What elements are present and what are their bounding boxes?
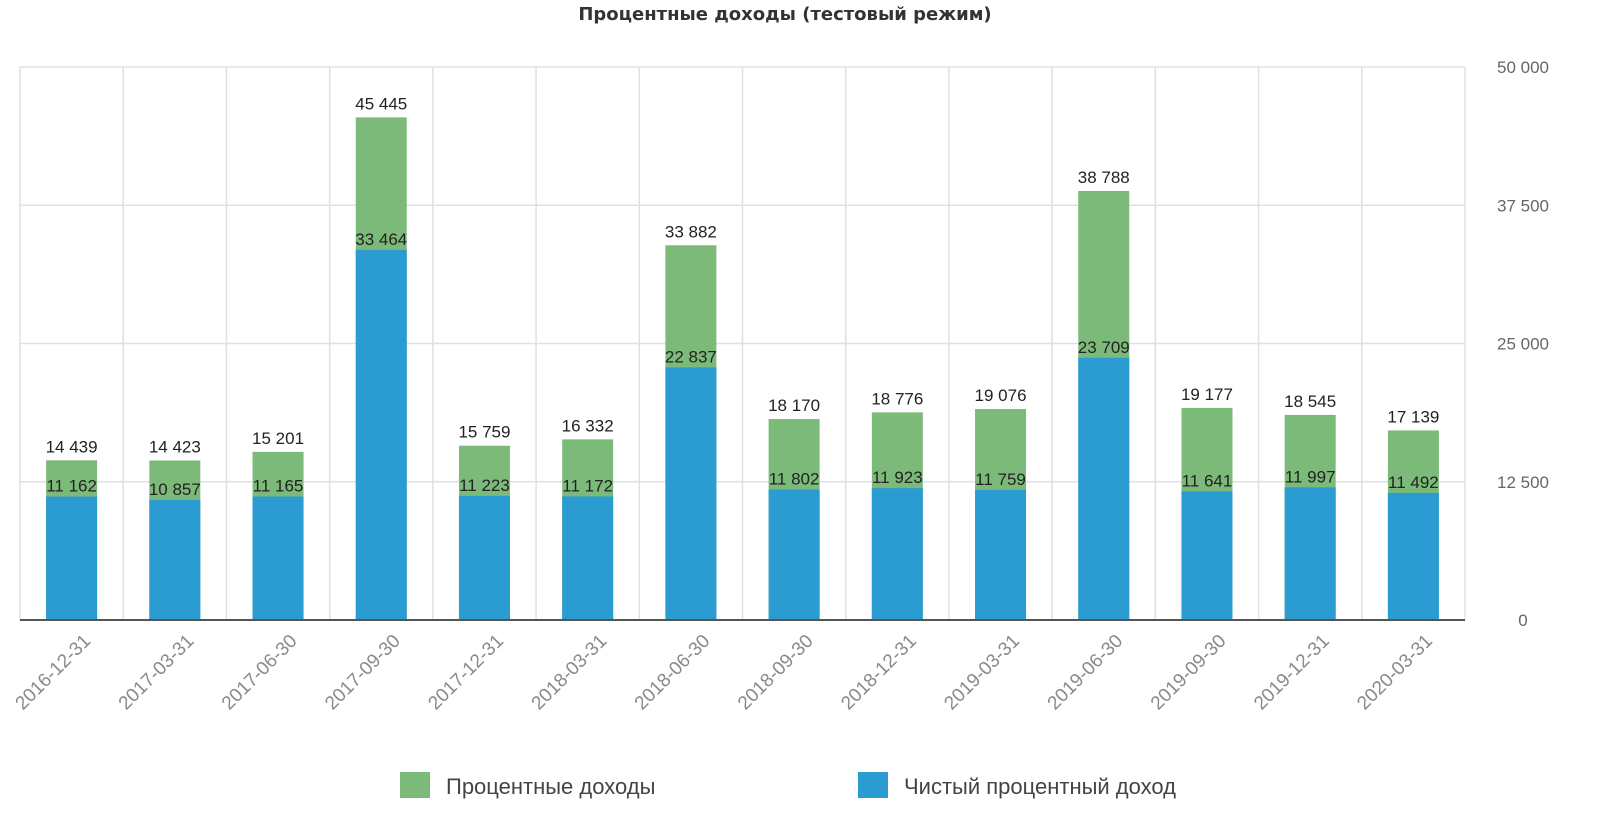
data-label-interest-income: 19 076 [975, 386, 1027, 405]
data-label-net-interest-income: 11 641 [1182, 471, 1233, 490]
bar-net-interest-income[interactable] [252, 496, 304, 620]
bar-net-interest-income[interactable] [665, 367, 717, 620]
data-label-interest-income: 18 545 [1284, 392, 1336, 411]
bar-net-interest-income[interactable] [871, 488, 923, 620]
data-label-interest-income: 15 759 [458, 423, 510, 442]
legend-swatch [400, 772, 430, 798]
data-label-net-interest-income: 11 923 [872, 468, 923, 487]
data-label-interest-income: 38 788 [1078, 168, 1130, 187]
data-label-net-interest-income: 33 464 [355, 230, 407, 249]
data-label-net-interest-income: 11 165 [253, 477, 304, 496]
y-tick-label: 12 500 [1497, 473, 1549, 492]
data-label-net-interest-income: 11 492 [1388, 473, 1439, 492]
x-tick-label: 2017-09-30 [321, 631, 405, 715]
legend-label: Процентные доходы [446, 774, 655, 799]
bars [46, 117, 1439, 621]
legend-label: Чистый процентный доход [904, 774, 1176, 799]
bar-net-interest-income[interactable] [1387, 492, 1439, 620]
data-label-net-interest-income: 11 759 [975, 470, 1026, 489]
data-label-interest-income: 33 882 [665, 222, 717, 241]
x-tick-label: 2017-03-31 [115, 631, 199, 715]
bar-net-interest-income[interactable] [1078, 357, 1130, 620]
x-tick-label: 2019-03-31 [940, 631, 1024, 715]
y-tick-label: 37 500 [1497, 196, 1549, 215]
bar-net-interest-income[interactable] [458, 495, 510, 620]
legend-item-net-interest-income[interactable]: Чистый процентный доход [858, 772, 1176, 799]
data-label-net-interest-income: 11 802 [769, 469, 820, 488]
y-tick-label: 50 000 [1497, 58, 1549, 77]
bar-net-interest-income[interactable] [149, 499, 201, 620]
data-label-interest-income: 18 170 [768, 396, 820, 415]
bar-net-interest-income[interactable] [975, 489, 1027, 620]
y-axis: 0 12 500 25 000 37 500 50 000 [1497, 58, 1549, 630]
bar-net-interest-income[interactable] [1284, 487, 1336, 620]
chart-title: Процентные доходы (тестовый режим) [578, 4, 991, 25]
data-label-interest-income: 19 177 [1181, 385, 1233, 404]
data-label-net-interest-income: 22 837 [665, 347, 717, 366]
data-label-net-interest-income: 10 857 [149, 480, 201, 499]
x-tick-label: 2018-09-30 [734, 631, 818, 715]
x-tick-label: 2016-12-31 [12, 631, 96, 715]
data-label-net-interest-income: 11 172 [562, 476, 613, 495]
x-tick-label: 2018-03-31 [528, 631, 612, 715]
x-tick-label: 2018-12-31 [837, 631, 921, 715]
data-label-interest-income: 17 139 [1387, 407, 1439, 426]
bar-net-interest-income[interactable] [46, 496, 98, 620]
x-tick-label: 2018-06-30 [631, 631, 715, 715]
data-label-interest-income: 45 445 [355, 94, 407, 113]
legend-swatch [858, 772, 888, 798]
bar-net-interest-income[interactable] [355, 249, 407, 620]
bar-net-interest-income[interactable] [1181, 491, 1233, 620]
data-label-interest-income: 18 776 [871, 389, 923, 408]
x-tick-label: 2020-03-31 [1353, 631, 1437, 715]
y-tick-label: 25 000 [1497, 335, 1549, 354]
bar-net-interest-income[interactable] [768, 489, 820, 620]
data-label-interest-income: 16 332 [562, 416, 614, 435]
data-label-net-interest-income: 11 223 [459, 476, 510, 495]
x-tick-label: 2017-12-31 [424, 631, 508, 715]
y-tick-label: 0 [1518, 611, 1527, 630]
x-axis: 2016-12-31 2017-03-31 2017-06-30 2017-09-30… [12, 619, 1465, 715]
data-label-net-interest-income: 11 997 [1285, 467, 1336, 486]
data-label-interest-income: 15 201 [252, 429, 304, 448]
x-tick-label: 2019-12-31 [1250, 631, 1334, 715]
data-label-net-interest-income: 11 162 [46, 477, 97, 496]
x-tick-label: 2019-06-30 [1044, 631, 1128, 715]
legend-item-interest-income[interactable]: Процентные доходы [400, 772, 655, 799]
grid [19, 66, 1466, 620]
data-labels: 14 439 11 162 14 423 10 857 15 201 11 165 45 4… [46, 94, 1440, 499]
data-label-interest-income: 14 423 [149, 437, 201, 456]
legend[interactable]: Процентные доходы Чистый процентный доход [400, 772, 1176, 799]
x-tick-label: 2017-06-30 [218, 631, 302, 715]
x-tick-label: 2019-09-30 [1147, 631, 1231, 715]
data-label-net-interest-income: 23 709 [1078, 338, 1130, 357]
bar-net-interest-income[interactable] [562, 496, 614, 620]
data-label-interest-income: 14 439 [46, 437, 98, 456]
